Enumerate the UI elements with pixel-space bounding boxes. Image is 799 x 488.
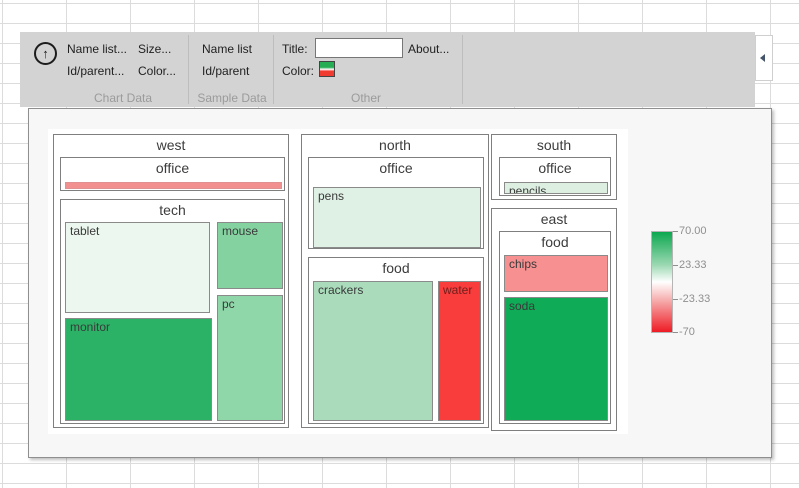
title-label: Title: <box>282 42 308 56</box>
legend-tick <box>673 231 678 232</box>
group-box-office: office pencils <box>499 157 611 196</box>
legend-label: -23.33 <box>679 293 711 305</box>
color-scale-swatch-icon[interactable] <box>319 61 335 77</box>
region-title: west <box>156 137 186 153</box>
treemap-leaf: crackers <box>313 281 433 421</box>
treemap-leaf: chips <box>504 255 608 292</box>
sample-name-list-button[interactable]: Name list <box>202 42 253 56</box>
left-arrow-icon <box>760 54 765 62</box>
legend-gradient <box>651 231 673 333</box>
group-divider <box>273 35 274 104</box>
group-title: office <box>379 160 413 176</box>
treemap-leaf <box>65 182 282 189</box>
collapse-button[interactable] <box>755 35 773 81</box>
about-button[interactable]: About... <box>408 42 450 56</box>
region-box-north: north office pens food crackers water <box>301 134 489 428</box>
legend-label: -70 <box>679 326 695 338</box>
group-box-office: office <box>60 157 285 191</box>
chart-panel: west office tech tablet mouse pc monitor… <box>28 108 772 458</box>
legend-tick <box>673 332 678 333</box>
sample-id-parent-button[interactable]: Id/parent <box>202 64 250 78</box>
group-box-office: office pens <box>308 157 484 249</box>
group-title: office <box>155 160 190 176</box>
group-label-other: Other <box>350 91 381 105</box>
treemap-plot: west office tech tablet mouse pc monitor… <box>48 129 628 434</box>
group-divider <box>462 35 463 104</box>
treemap-leaf: tablet <box>65 222 210 313</box>
group-box-food: food crackers water <box>308 257 484 424</box>
group-box-food: food chips soda <box>499 231 611 424</box>
group-label-sample-data: Sample Data <box>197 91 267 105</box>
name-list-button[interactable]: Name list... <box>67 42 128 56</box>
legend-label: 70.00 <box>679 225 707 237</box>
color-button[interactable]: Color... <box>138 64 177 78</box>
color-label: Color: <box>282 64 315 78</box>
treemap-leaf: monitor <box>65 318 212 421</box>
treemap-leaf: water <box>438 281 481 421</box>
up-arrow-icon[interactable]: ↑ <box>34 42 57 65</box>
group-title: food <box>541 234 569 250</box>
region-title: north <box>379 137 411 153</box>
legend-tick <box>673 265 678 266</box>
group-box-tech: tech tablet mouse pc monitor <box>60 199 285 424</box>
title-input[interactable] <box>315 38 403 58</box>
region-box-west: west office tech tablet mouse pc monitor <box>53 134 289 428</box>
group-divider <box>188 35 189 104</box>
legend-tick <box>673 299 678 300</box>
treemap-leaf: pc <box>217 295 283 421</box>
treemap-leaf: soda <box>504 297 608 421</box>
treemap-leaf: mouse <box>217 222 283 289</box>
treemap-leaf: pencils <box>504 182 608 194</box>
region-title: south <box>536 137 572 153</box>
group-title: office <box>538 160 572 176</box>
group-label-chart-data: Chart Data <box>93 91 153 105</box>
ribbon-toolbar: ↑ Name list... Size... Id/parent... Colo… <box>20 32 755 107</box>
region-box-south: south office pencils <box>491 134 617 200</box>
region-title: east <box>540 211 568 227</box>
size-button[interactable]: Size... <box>138 42 172 56</box>
group-title: food <box>382 260 410 276</box>
treemap-leaf: pens <box>313 187 481 248</box>
id-parent-button[interactable]: Id/parent... <box>67 64 125 78</box>
legend-label: 23.33 <box>679 259 707 271</box>
group-title: tech <box>159 202 186 218</box>
region-box-east: east food chips soda <box>491 208 617 431</box>
